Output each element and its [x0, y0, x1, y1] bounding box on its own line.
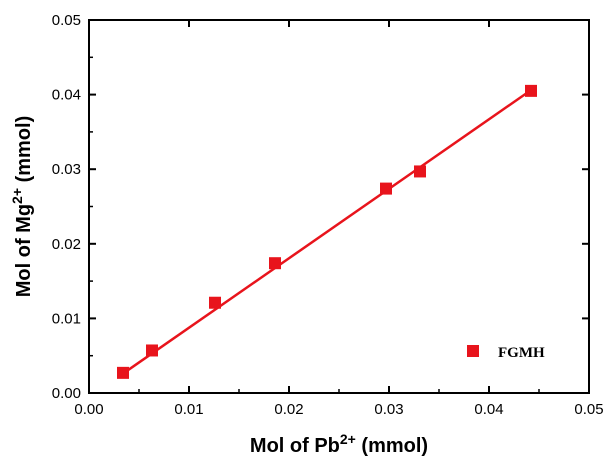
y-axis-title: Mol of Mg2+ (mmol) — [9, 116, 35, 298]
legend-marker — [467, 345, 479, 357]
y-tick-label: 0.02 — [52, 236, 81, 253]
x-tick-label: 0.03 — [374, 401, 403, 418]
plot-frame — [88, 19, 590, 394]
axes: 0.00 0.01 0.02 0.03 0.04 0.05 0.00 0.01 0.02 0.03… — [9, 12, 604, 457]
y-tick-label: 0.00 — [52, 385, 81, 402]
fit-line — [122, 89, 532, 375]
plot-area — [117, 84, 537, 379]
legend-label: FGMH — [498, 345, 545, 361]
x-tick-label: 0.05 — [574, 401, 603, 418]
x-axis-title: Mol of Pb2+ (mmol) — [250, 431, 428, 457]
data-point — [414, 165, 426, 178]
legend: FGMH — [467, 345, 545, 361]
y-tick-label: 0.04 — [52, 87, 81, 104]
data-point — [380, 182, 392, 195]
data-point — [117, 366, 129, 379]
x-tick-label: 0.02 — [274, 401, 303, 418]
y-tick-label: 0.01 — [52, 310, 81, 327]
y-tick-label: 0.03 — [52, 161, 81, 178]
data-point — [146, 344, 158, 357]
data-point — [209, 296, 221, 309]
data-point — [525, 84, 537, 97]
x-tick-label: 0.01 — [174, 401, 203, 418]
x-tick-label: 0.04 — [474, 401, 503, 418]
y-tick-label: 0.05 — [52, 12, 81, 29]
x-tick-label: 0.00 — [74, 401, 103, 418]
data-point — [269, 257, 281, 270]
